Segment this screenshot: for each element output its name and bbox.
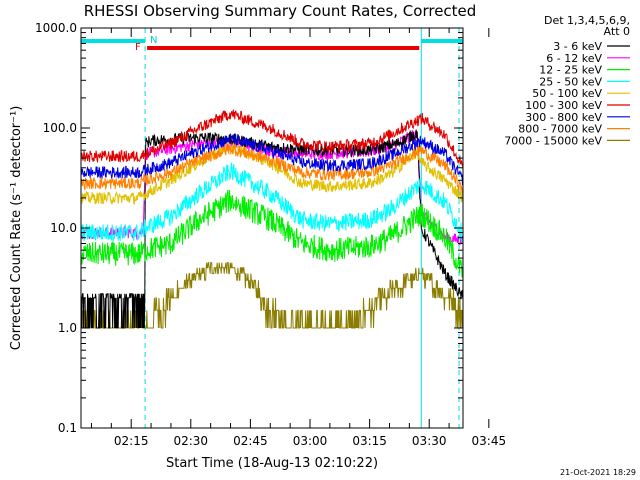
legend-label: 12 - 25 keV — [539, 64, 602, 77]
legend-label: 3 - 6 keV — [553, 40, 602, 53]
chart-title: RHESSI Observing Summary Count Rates, Co… — [84, 2, 477, 20]
series-line-300-800keV — [81, 132, 463, 186]
x-tick-label: 03:45 — [472, 434, 507, 448]
x-tick-label: 02:30 — [173, 434, 208, 448]
legend-label: 100 - 300 keV — [525, 99, 602, 112]
series-line-12-25keV — [81, 189, 463, 278]
x-axis: 02:15 02:30 02:45 03:00 03:15 03:30 03:45 — [90, 28, 507, 448]
x-tick-label: 03:00 — [293, 434, 328, 448]
y-axis-label: Corrected Count Rate (s⁻¹ detector⁻¹) — [9, 106, 24, 351]
series-line-800-7000keV — [81, 144, 463, 194]
x-tick-label: 02:15 — [114, 434, 149, 448]
legend-label: 300 - 800 keV — [525, 111, 602, 124]
y-axis: 1000.0 100.0 10.0 1.0 0.1 — [35, 21, 463, 435]
legend-label: 6 - 12 keV — [546, 52, 602, 65]
series-layer — [81, 109, 463, 329]
legend-label: 25 - 50 keV — [539, 75, 602, 88]
legend-label: 50 - 100 keV — [532, 87, 602, 100]
series-line-3-6keV — [81, 129, 463, 329]
y-tick-label: 1000.0 — [35, 21, 77, 35]
x-tick-label: 03:30 — [412, 434, 447, 448]
flare-flag-label: F — [135, 42, 141, 53]
flag-bars — [81, 39, 463, 50]
x-tick-label: 02:45 — [233, 434, 268, 448]
x-tick-label: 03:15 — [352, 434, 387, 448]
night-flag-label: N — [150, 35, 157, 46]
legend-label: 800 - 7000 keV — [518, 123, 602, 136]
series-line-100-300keV — [81, 109, 463, 171]
y-tick-label: 1.0 — [58, 321, 77, 335]
x-axis-label: Start Time (18-Aug-13 02:10:22) — [166, 456, 378, 471]
render-timestamp: 21-Oct-2021 18:29 — [560, 468, 636, 477]
legend-header-detectors: Det 1,3,4,5,6,9, — [544, 14, 630, 27]
y-tick-label: 100.0 — [43, 121, 77, 135]
series-line-25-50keV — [81, 162, 463, 243]
legend-label: 7000 - 15000 keV — [504, 134, 602, 147]
y-tick-label: 10.0 — [50, 221, 77, 235]
y-tick-label: 0.1 — [58, 421, 77, 435]
legend-header-attenuator: Att 0 — [604, 25, 630, 38]
